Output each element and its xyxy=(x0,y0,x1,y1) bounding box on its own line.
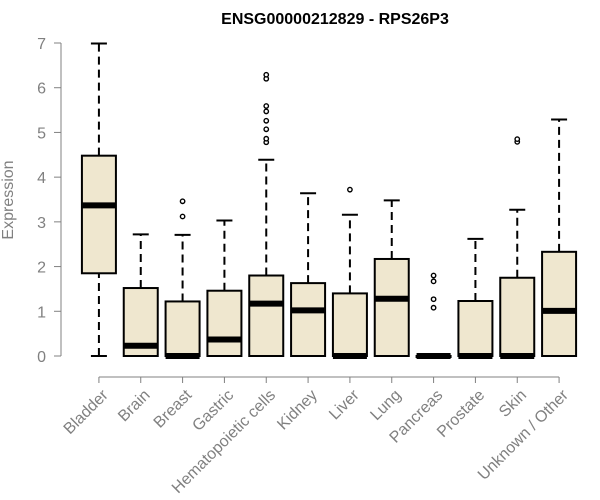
outlier-point xyxy=(179,198,186,205)
box-body xyxy=(248,274,285,357)
x-tick-label: Breast xyxy=(151,386,196,431)
x-tick-label: Bladder xyxy=(61,386,112,437)
box-body xyxy=(331,292,368,357)
box-body xyxy=(457,300,494,358)
outlier-point xyxy=(430,272,437,279)
outlier-point xyxy=(263,71,270,78)
outlier-point xyxy=(430,304,437,311)
box-body xyxy=(373,257,410,357)
y-tick-label: 2 xyxy=(37,260,46,277)
box-body xyxy=(80,154,117,275)
box-group: Lung xyxy=(367,199,410,424)
outlier-point xyxy=(263,126,270,133)
box-group: Prostate xyxy=(434,237,494,441)
x-tick-label: Skin xyxy=(496,387,530,421)
y-tick-label: 4 xyxy=(37,170,46,187)
outlier-point xyxy=(430,278,437,285)
x-tick-label: Brain xyxy=(115,387,153,425)
box-group: Liver xyxy=(326,186,368,423)
box-group: Brain xyxy=(115,233,159,425)
box-body xyxy=(290,282,327,358)
chart-title: ENSG00000212829 - RPS26P3 xyxy=(221,11,449,28)
y-tick-label: 6 xyxy=(37,81,46,98)
y-tick-label: 3 xyxy=(37,215,46,232)
outlier-point xyxy=(347,186,353,193)
box-group: Hematopoietic cells xyxy=(169,71,285,497)
outlier-point xyxy=(263,117,270,124)
x-tick-label: Liver xyxy=(326,386,363,423)
y-tick-label: 1 xyxy=(37,304,46,321)
box-body xyxy=(164,300,201,358)
y-axis-label: Expression xyxy=(0,160,17,239)
y-tick-label: 7 xyxy=(37,36,46,53)
outlier-point xyxy=(263,103,270,109)
box-body xyxy=(206,289,243,357)
outlier-point xyxy=(179,213,186,220)
outlier-point xyxy=(263,108,270,115)
outlier-point xyxy=(263,135,270,142)
y-tick-label: 5 xyxy=(37,125,46,142)
box-group: Bladder xyxy=(61,42,117,438)
box-body xyxy=(499,276,536,357)
x-tick-label: Lung xyxy=(367,387,404,424)
box-body xyxy=(541,250,578,358)
outlier-point xyxy=(430,296,437,303)
y-tick-label: 0 xyxy=(37,349,46,366)
x-tick-label: Kidney xyxy=(274,387,321,434)
box-group: Skin xyxy=(496,136,536,421)
outlier-point xyxy=(514,136,521,143)
